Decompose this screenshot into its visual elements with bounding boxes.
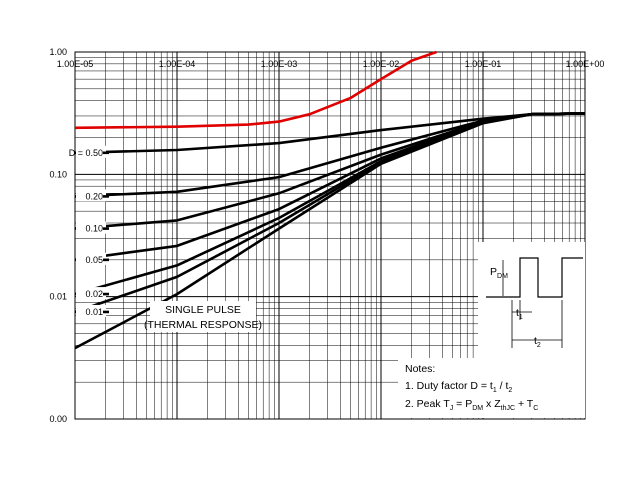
pdm-label: PDM	[490, 266, 508, 280]
notes-title: Notes:	[405, 363, 435, 375]
series-lines	[74, 50, 586, 350]
x-tick-label: 1.00E-03	[261, 59, 298, 69]
series-label-5: 0.02	[85, 289, 103, 299]
series-line-7	[74, 112, 586, 350]
note-duty-factor: 1. Duty factor D = t1 / t2	[405, 380, 512, 394]
x-tick-label: 1.00E-05	[57, 59, 94, 69]
series-label-2: 0.20	[85, 191, 103, 201]
t2-label: t2	[534, 335, 541, 349]
plot-frame	[74, 51, 586, 420]
t1-label: t1	[516, 307, 523, 321]
x-tick-label: 1.00E+00	[566, 59, 605, 69]
thermal-response-label: (THERMAL RESPONSE)	[144, 319, 262, 331]
y-tick-label: 1.00	[49, 47, 67, 57]
tick-labels: 1.00E-05 1.00E-04 1.00E-03 1.00E-02 1.00E-01…	[49, 47, 604, 424]
single-pulse-label: SINGLE PULSE	[165, 304, 241, 316]
pulse-waveform	[486, 257, 583, 298]
single-pulse-annotation: SINGLE PULSE (THERMAL RESPONSE)	[144, 301, 262, 332]
series-line-0	[74, 50, 437, 130]
series-label-3: 0.10	[85, 224, 103, 234]
series-label-bg	[76, 252, 106, 265]
series-label-6: 0.01	[85, 307, 103, 317]
x-tick-label: 1.00E-04	[159, 59, 196, 69]
series-label-bg	[76, 287, 106, 300]
x-tick-label: 1.00E-02	[363, 59, 400, 69]
series-label-bg	[76, 221, 106, 234]
series-label-bg	[76, 304, 106, 317]
notes-box: Notes: 1. Duty factor D = t1 / t2 2. Pea…	[398, 358, 585, 418]
series-labels: D = 0.50 0.20 0.10 0.05 0.02 0.01	[69, 145, 109, 317]
series-label-1: D = 0.50	[69, 148, 103, 158]
series-label-bg	[76, 145, 106, 158]
note-peak-tj: 2. Peak TJ = PDM x ZthJC + TC	[405, 398, 538, 412]
pulse-diagram: PDM t1 t2	[478, 242, 585, 362]
x-tick-label: 1.00E-01	[465, 59, 502, 69]
y-tick-label: 0.00	[49, 414, 67, 424]
series-label-4: 0.05	[85, 255, 103, 265]
series-label-bg	[76, 189, 106, 202]
y-tick-label: 0.01	[49, 292, 67, 302]
y-tick-label: 0.10	[49, 169, 67, 179]
